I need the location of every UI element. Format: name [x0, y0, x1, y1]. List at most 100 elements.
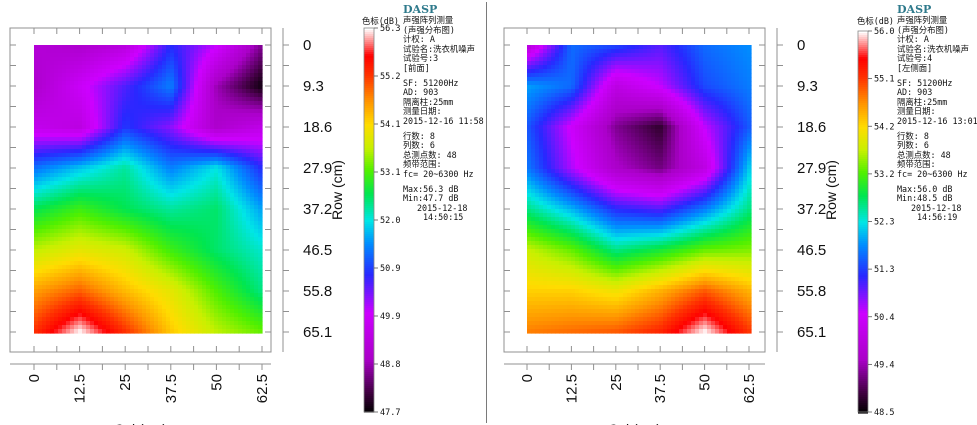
heatmap-cell [635, 53, 640, 58]
heatmap-cell [74, 293, 79, 298]
heatmap-cell [639, 53, 644, 58]
heatmap-cell [42, 257, 47, 262]
heatmap-cell [254, 73, 259, 78]
heatmap-cell [150, 233, 155, 238]
heatmap-cell [194, 245, 199, 250]
heatmap-cell [78, 241, 83, 246]
heatmap-cell [599, 53, 604, 58]
heatmap-cell [122, 197, 127, 202]
heatmap-cell [583, 45, 588, 50]
heatmap-cell [54, 229, 59, 234]
heatmap-cell [663, 49, 668, 54]
heatmap-cell [174, 61, 179, 66]
heatmap-cell [50, 61, 55, 66]
heatmap-cell [170, 65, 175, 70]
heatmap-cell [206, 161, 211, 166]
heatmap-cell [174, 145, 179, 150]
heatmap-cell [543, 85, 548, 90]
heatmap-cell [218, 181, 223, 186]
heatmap-cell [54, 153, 59, 158]
heatmap-cell [178, 157, 183, 162]
heatmap-cell [66, 193, 71, 198]
heatmap-cell [90, 133, 95, 138]
heatmap-cell [34, 289, 39, 294]
heatmap-cell [146, 301, 151, 306]
heatmap-cell [683, 49, 688, 54]
heatmap-cell [218, 221, 223, 226]
heatmap-cell [38, 285, 43, 290]
heatmap-cell [118, 165, 123, 170]
heatmap-cell [58, 153, 63, 158]
heatmap-cell [735, 73, 740, 78]
heatmap-cell [214, 273, 219, 278]
heatmap-cell [615, 69, 620, 74]
heatmap-cell [146, 177, 151, 182]
heatmap-cell [234, 149, 239, 154]
heatmap-cell [226, 265, 231, 270]
heatmap-cell [58, 329, 63, 334]
heatmap-cell [122, 61, 127, 66]
heatmap-cell [162, 269, 167, 274]
heatmap-cell [591, 81, 596, 86]
heatmap-cell [651, 65, 656, 70]
heatmap-cell [258, 313, 263, 318]
heatmap-cell [707, 93, 712, 98]
heatmap-cell [170, 145, 175, 150]
heatmap-cell [130, 93, 135, 98]
heatmap-cell [134, 245, 139, 250]
heatmap-cell [246, 89, 251, 94]
heatmap-cell [170, 209, 175, 214]
heatmap-cell [138, 157, 143, 162]
heatmap-cell [86, 317, 91, 322]
heatmap-cell [146, 249, 151, 254]
heatmap-cell [62, 209, 67, 214]
heatmap-cell [174, 137, 179, 142]
heatmap-cell [62, 77, 67, 82]
heatmap-cell [655, 73, 660, 78]
heatmap-cell [58, 173, 63, 178]
heatmap-cell [679, 93, 684, 98]
heatmap-cell [567, 101, 572, 106]
heatmap-cell [90, 229, 95, 234]
heatmap-cell [122, 317, 127, 322]
heatmap-cell [126, 253, 131, 258]
heatmap-cell [86, 105, 91, 110]
heatmap-cell [34, 217, 39, 222]
heatmap-cell [230, 125, 235, 130]
heatmap-cell [46, 225, 51, 230]
heatmap-cell [130, 253, 135, 258]
heatmap-cell [611, 57, 616, 62]
heatmap-cell [94, 297, 99, 302]
heatmap-cell [587, 45, 592, 50]
heatmap-cell [531, 97, 536, 102]
heatmap-cell [122, 117, 127, 122]
heatmap-cell [138, 149, 143, 154]
heatmap-cell [134, 85, 139, 90]
heatmap-cell [98, 313, 103, 318]
heatmap-cell [615, 97, 620, 102]
heatmap-cell [186, 233, 191, 238]
heatmap-cell [122, 121, 127, 126]
heatmap-cell [691, 93, 696, 98]
heatmap-cell [138, 321, 143, 326]
heatmap-cell [74, 297, 79, 302]
heatmap-cell [142, 85, 147, 90]
heatmap-cell [66, 221, 71, 226]
heatmap-cell [46, 97, 51, 102]
heatmap-cell [230, 261, 235, 266]
heatmap-cell [98, 45, 103, 50]
heatmap-cell [202, 81, 207, 86]
heatmap-cell [114, 237, 119, 242]
heatmap-cell [547, 85, 552, 90]
heatmap-cell [242, 265, 247, 270]
heatmap-cell [106, 221, 111, 226]
heatmap-cell [38, 309, 43, 314]
heatmap-cell [78, 221, 83, 226]
heatmap-cell [186, 105, 191, 110]
heatmap-cell [130, 113, 135, 118]
heatmap-cell [174, 245, 179, 250]
heatmap-cell [206, 229, 211, 234]
heatmap-cell [174, 277, 179, 282]
heatmap-cell [42, 297, 47, 302]
heatmap-cell [134, 265, 139, 270]
